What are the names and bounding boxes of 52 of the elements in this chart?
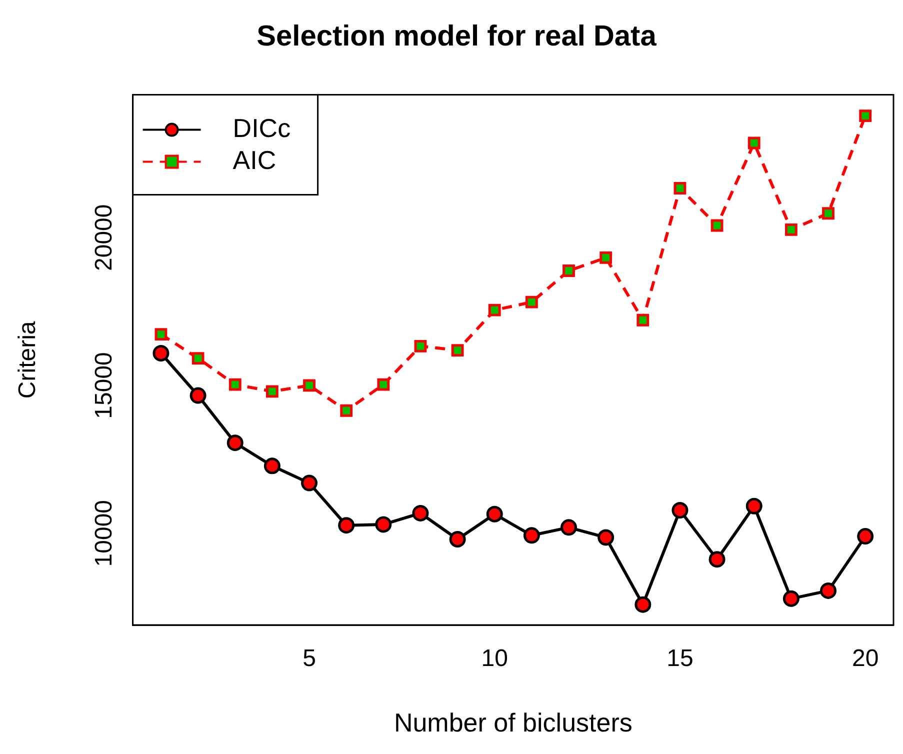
point	[598, 529, 614, 546]
point	[377, 378, 390, 391]
point	[449, 530, 466, 548]
point	[338, 517, 355, 534]
point	[266, 385, 278, 398]
point	[560, 519, 578, 536]
point	[600, 252, 612, 264]
x-tick-label: 10	[481, 645, 508, 672]
point	[822, 207, 834, 220]
point	[264, 458, 280, 474]
point	[820, 582, 837, 599]
point	[192, 352, 204, 364]
point	[154, 328, 168, 341]
point	[746, 498, 762, 514]
point	[634, 596, 652, 613]
y-tick-label: 20000	[90, 204, 118, 271]
point	[636, 314, 650, 326]
point	[525, 296, 538, 308]
point	[857, 528, 874, 545]
y-tick-label: 15000	[90, 352, 118, 419]
point	[674, 182, 686, 194]
point	[486, 506, 503, 522]
x-tick-label: 20	[852, 645, 879, 672]
point	[451, 344, 464, 356]
point	[523, 527, 540, 544]
x-axis-title: Number of biclusters	[394, 708, 632, 738]
y-axis-title: Criteria	[14, 320, 42, 399]
point	[782, 590, 800, 607]
point	[562, 264, 575, 277]
legend-label: AIC	[232, 144, 276, 175]
point	[784, 223, 798, 236]
point	[340, 404, 353, 417]
point	[303, 379, 316, 392]
point	[710, 219, 724, 232]
point	[190, 387, 206, 404]
point	[228, 378, 242, 391]
legend-label: DICc	[232, 112, 291, 143]
point	[414, 340, 427, 352]
point	[375, 516, 392, 533]
point	[301, 474, 318, 492]
point	[412, 504, 429, 522]
x-tick-label: 15	[666, 645, 694, 672]
x-tick-label: 5	[302, 645, 316, 672]
point	[748, 136, 760, 150]
chart-title: Selection model for real Data	[256, 20, 658, 52]
point	[672, 502, 688, 519]
point	[708, 551, 726, 568]
point	[488, 304, 501, 316]
y-tick-label: 10000	[90, 500, 118, 567]
point	[859, 110, 872, 122]
point	[152, 344, 170, 362]
point	[226, 434, 244, 452]
